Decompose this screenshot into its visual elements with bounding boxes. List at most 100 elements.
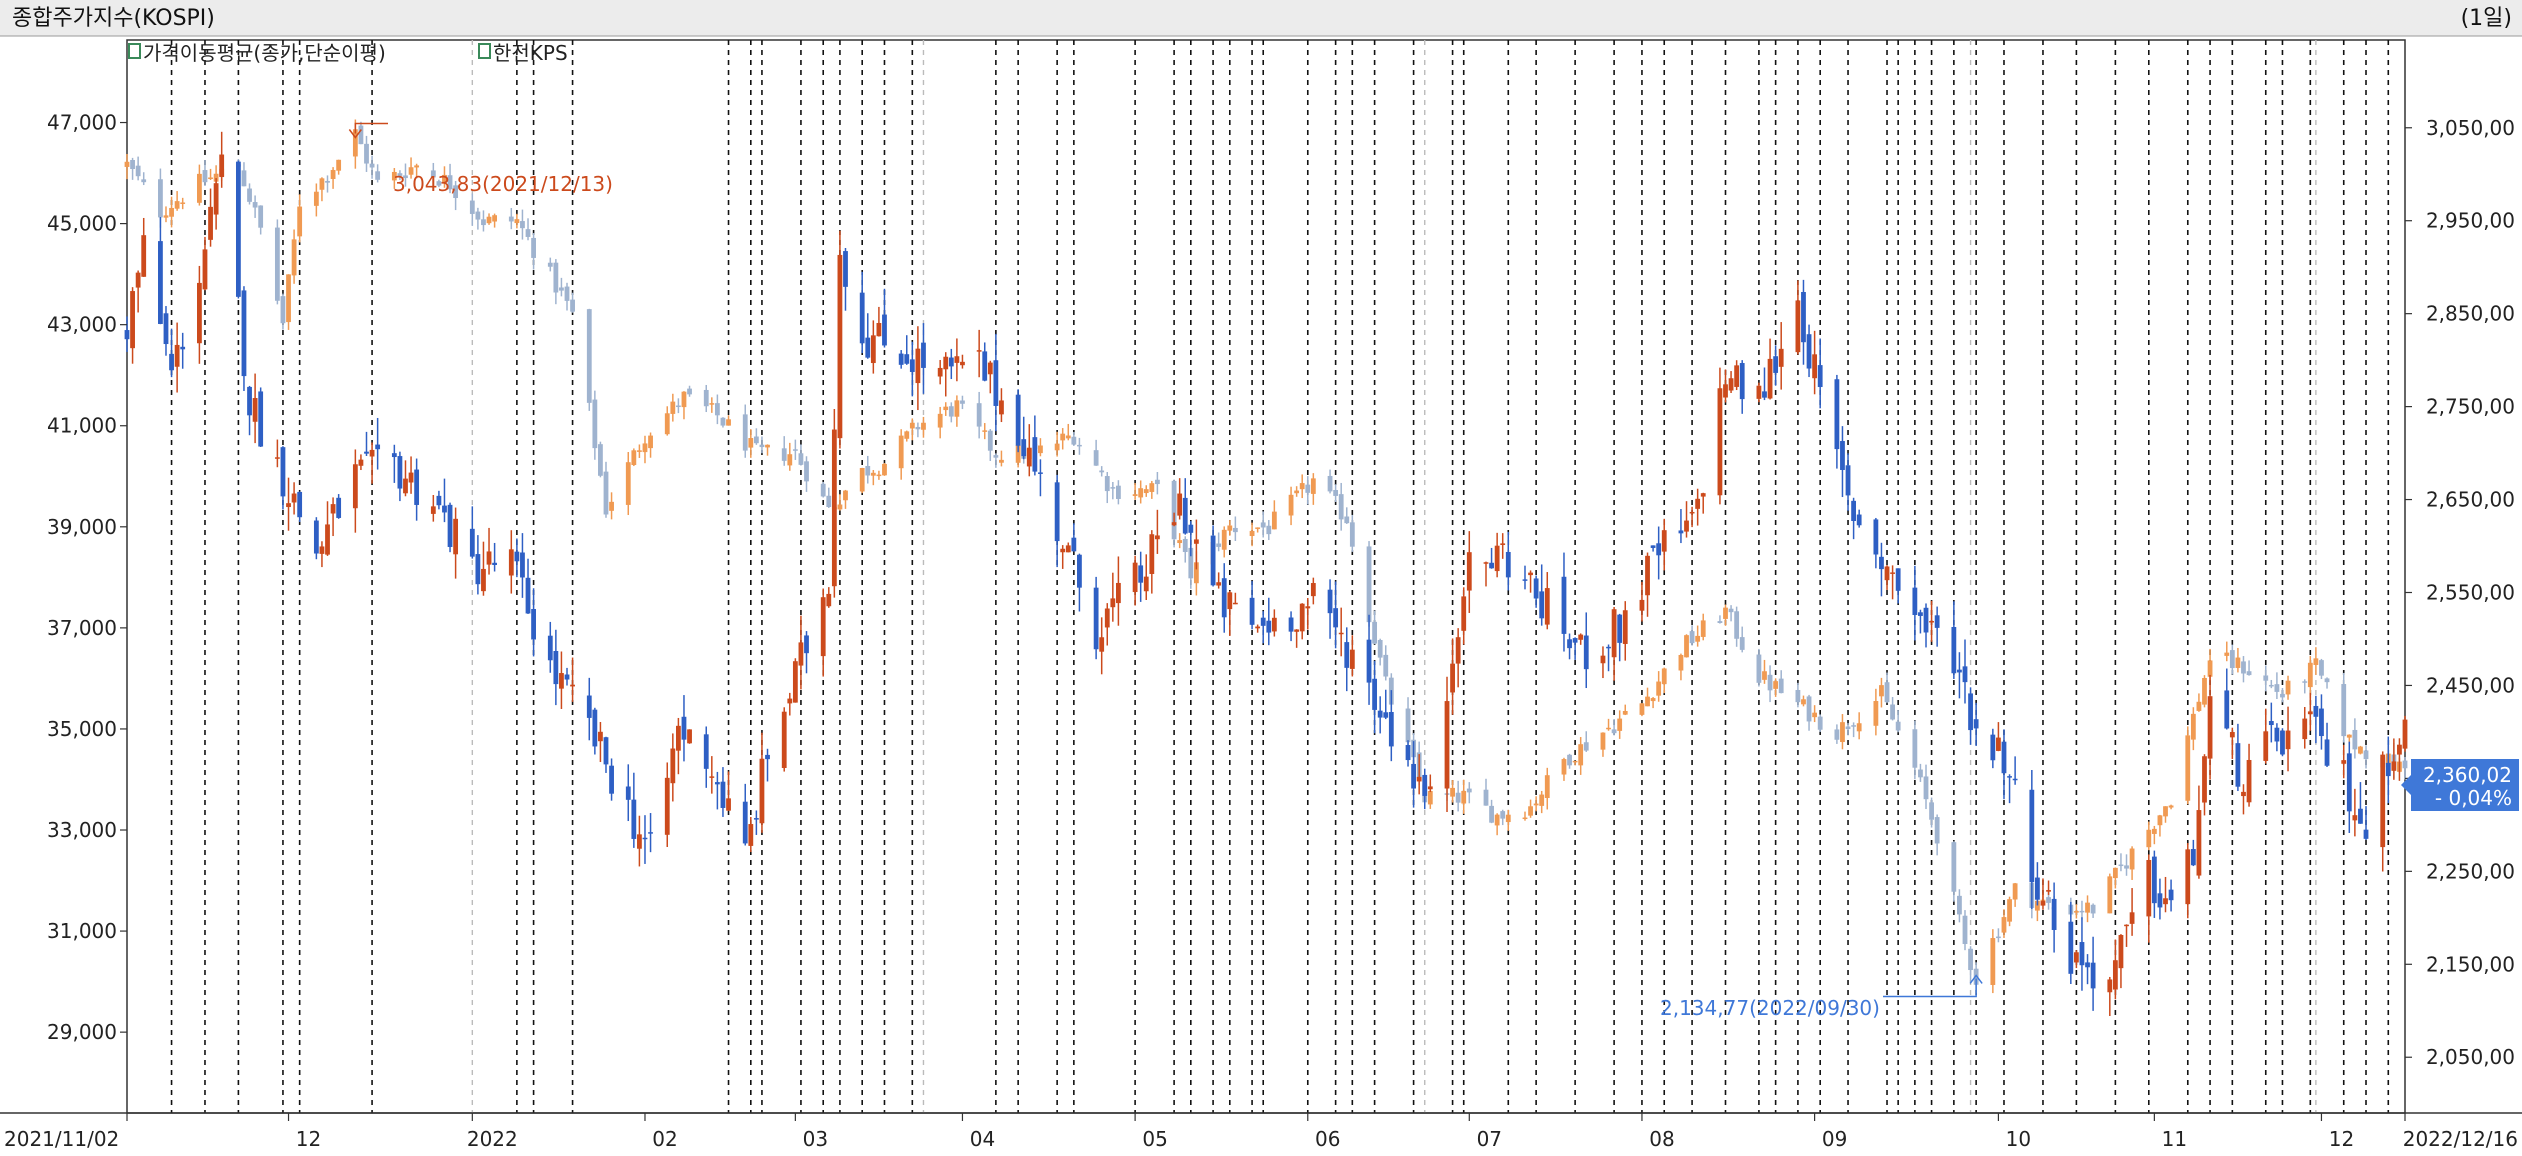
stock-candle xyxy=(1801,292,1806,343)
x-tick-label: 12 xyxy=(2329,1127,2354,1151)
stock-candle xyxy=(1873,519,1879,555)
kospi-candle xyxy=(124,161,130,167)
kospi-candle xyxy=(2346,734,2352,738)
stock-candle xyxy=(1416,776,1422,782)
stock-candle xyxy=(520,552,525,578)
left-tick-label: 29,000 xyxy=(47,1020,117,1044)
kospi-candle xyxy=(1728,608,1734,613)
kospi-candle xyxy=(174,201,180,209)
checkbox-icon[interactable] xyxy=(128,43,141,59)
stock-candle xyxy=(2302,718,2308,740)
stock-candle xyxy=(547,635,553,661)
kospi-candle xyxy=(943,406,949,411)
stock-candle xyxy=(1684,520,1689,532)
title-bar xyxy=(0,0,2522,36)
kospi-candle xyxy=(475,211,481,220)
stock-candle xyxy=(1645,555,1650,596)
stock-candle xyxy=(213,183,219,215)
stock-candle xyxy=(898,353,904,365)
interval-label[interactable]: (1일) xyxy=(2461,6,2512,31)
stock-candle xyxy=(742,801,748,844)
left-tick-label: 35,000 xyxy=(47,717,117,741)
kospi-candle xyxy=(553,262,559,293)
last-price-change: - 0,04% xyxy=(2435,786,2512,810)
stock-candle xyxy=(1856,514,1862,526)
checkbox-icon[interactable] xyxy=(478,43,491,59)
kospi-candle xyxy=(637,450,642,452)
kospi-candle xyxy=(670,401,676,414)
kospi-candle xyxy=(2196,701,2202,711)
stock-candle xyxy=(2313,705,2319,717)
kospi-candle xyxy=(2235,657,2241,668)
stock-candle xyxy=(1834,379,1840,450)
kospi-candle xyxy=(158,179,163,218)
legend-item-stock[interactable]: 한전KPS xyxy=(493,41,568,65)
stock-candle xyxy=(798,642,804,666)
stock-candle xyxy=(1606,646,1611,649)
right-tick-label: 2,650,00 xyxy=(2426,488,2515,512)
kospi-candle xyxy=(720,417,726,426)
kospi-candle xyxy=(1734,611,1740,639)
stock-candle xyxy=(158,241,163,324)
stock-candle xyxy=(2380,754,2386,848)
kospi-candle xyxy=(2001,917,2007,933)
kospi-candle xyxy=(1349,522,1355,547)
kospi-candle xyxy=(1801,699,1806,705)
stock-candle xyxy=(2246,759,2252,803)
stock-candle xyxy=(1884,566,1890,581)
stock-candle xyxy=(954,356,960,363)
stock-candle xyxy=(937,367,943,377)
stock-candle xyxy=(1310,583,1316,597)
stock-candle xyxy=(1077,554,1082,588)
kospi-candle xyxy=(787,454,793,466)
stock-candle xyxy=(197,282,202,344)
kospi-candle xyxy=(1795,689,1801,703)
stock-candle xyxy=(999,400,1004,415)
stock-candle xyxy=(375,444,381,450)
stock-candle xyxy=(1489,562,1494,569)
kospi-candle xyxy=(2151,828,2157,834)
stock-candle xyxy=(2196,810,2202,876)
legend-item-moving-average[interactable]: 가격이동평균(종가,단순이평) xyxy=(143,41,386,65)
stock-candle xyxy=(1700,493,1706,497)
kospi-candle xyxy=(241,170,247,187)
stock-candle xyxy=(247,386,252,416)
stock-candle xyxy=(1617,614,1623,643)
kospi-candle xyxy=(915,426,921,430)
kospi-candle xyxy=(2157,815,2163,826)
kospi-candle xyxy=(1812,712,1818,718)
stock-candle xyxy=(2051,898,2057,930)
stock-candle xyxy=(1762,391,1767,398)
kospi-candle xyxy=(2224,652,2230,656)
stock-candle xyxy=(1500,543,1506,546)
x-tick-label: 02 xyxy=(652,1127,677,1151)
stock-candle xyxy=(2034,877,2040,900)
kospi-candle xyxy=(675,405,681,408)
stock-candle xyxy=(1600,655,1606,664)
stock-candle xyxy=(681,716,687,740)
stock-candle xyxy=(1026,447,1032,467)
kospi-candle xyxy=(436,181,442,186)
kospi-candle xyxy=(1756,654,1762,683)
stock-candle xyxy=(235,161,241,297)
right-tick-label: 2,850,00 xyxy=(2426,302,2515,326)
stock-candle xyxy=(642,837,648,840)
stock-candle xyxy=(1678,530,1684,534)
kospi-candle xyxy=(1717,621,1723,623)
kospi-candle xyxy=(648,435,653,449)
kospi-candle xyxy=(1778,678,1784,694)
kospi-candle xyxy=(2268,684,2274,687)
stock-candle xyxy=(430,506,436,514)
kospi-candle xyxy=(1695,635,1701,642)
stock-candle xyxy=(447,504,453,547)
kospi-candle xyxy=(2090,904,2096,914)
kospi-candle xyxy=(508,216,514,222)
stock-candle xyxy=(1444,701,1450,789)
stock-candle xyxy=(703,734,709,769)
min-pointer xyxy=(1883,978,1977,998)
stock-candle xyxy=(180,346,186,350)
kospi-candle xyxy=(130,160,135,170)
stock-candle xyxy=(2068,921,2074,974)
kospi-candle xyxy=(1327,475,1333,492)
